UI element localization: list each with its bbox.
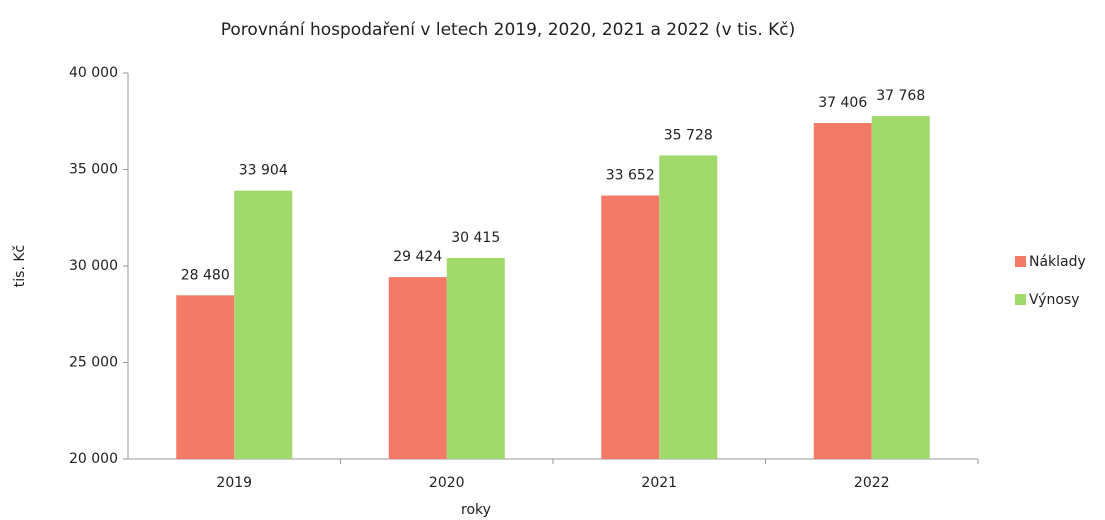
y-tick-label: 40 000 [69,65,118,81]
y-tick-label: 25 000 [69,355,118,371]
legend-swatch [1015,294,1026,305]
bar [601,195,660,459]
legend-swatch [1015,256,1026,267]
x-tick-label: 2019 [216,475,252,491]
value-label: 37 768 [876,88,925,104]
value-label: 33 652 [606,168,655,184]
value-label: 37 406 [818,95,867,111]
y-tick-label: 30 000 [69,258,118,274]
legend-label: Náklady [1029,254,1086,270]
legend-label: Výnosy [1029,292,1080,308]
chart-title: Porovnání hospodaření v letech 2019, 202… [221,20,796,40]
x-tick-label: 2020 [429,475,465,491]
value-label: 29 424 [393,249,442,265]
bar [871,116,930,459]
bar [234,190,293,459]
bar [446,257,505,459]
bar [813,123,872,459]
x-axis-label: roky [461,502,491,518]
y-tick-label: 35 000 [69,162,118,178]
x-tick-label: 2022 [854,475,890,491]
value-label: 30 415 [451,230,500,246]
y-tick-label: 20 000 [69,451,118,467]
bar [176,295,235,459]
value-label: 33 904 [239,163,288,179]
y-axis-label: tis. Kč [12,245,28,287]
bar [388,277,447,459]
value-label: 28 480 [181,267,230,283]
value-label: 35 728 [664,127,713,143]
x-tick-label: 2021 [641,475,677,491]
bar [659,155,718,460]
